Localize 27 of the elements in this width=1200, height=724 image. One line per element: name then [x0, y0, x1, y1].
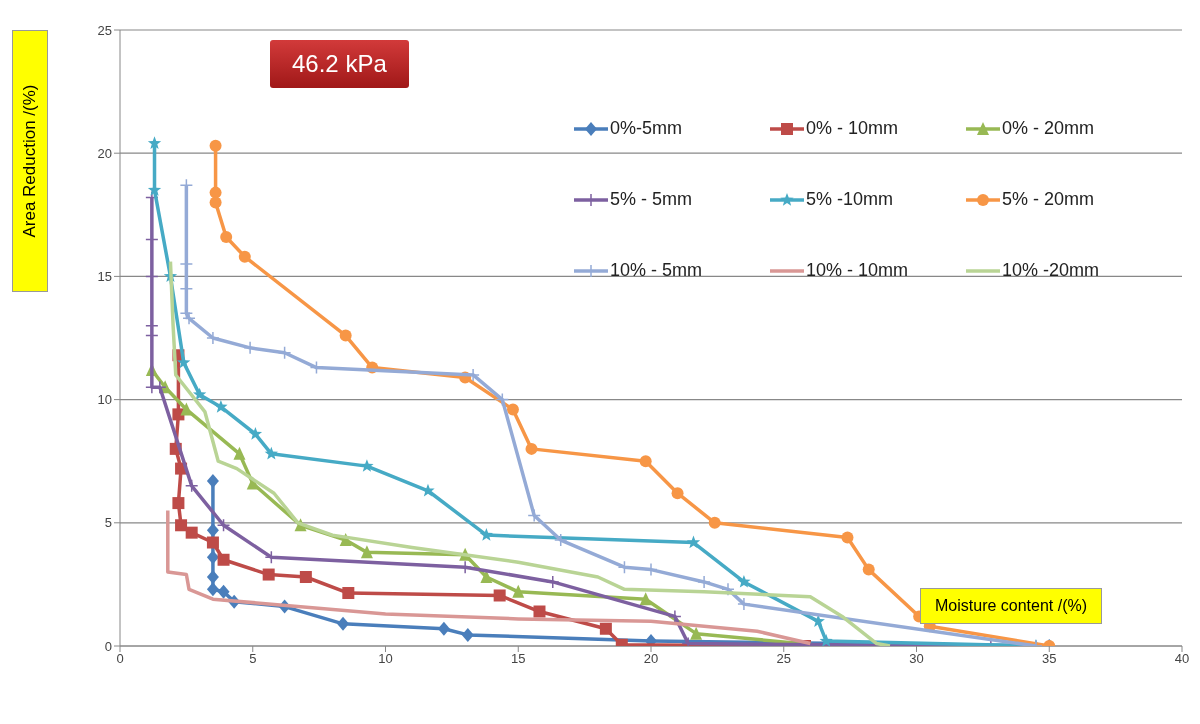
y-tick-label: 0	[104, 638, 112, 654]
y-tick-label: 15	[97, 269, 112, 285]
legend-label: 0% - 20mm	[1002, 118, 1095, 139]
legend-label: 5% - 20mm	[1002, 189, 1095, 210]
x-tick-label: 35	[1042, 651, 1057, 667]
legend-label: 5% -10mm	[806, 189, 894, 210]
x-axis-title: Moisture content /(%)	[920, 588, 1103, 624]
legend-label: 0% - 10mm	[806, 118, 899, 139]
y-tick-label: 20	[97, 145, 112, 161]
x-tick-label: 40	[1174, 651, 1190, 667]
y-axis-title: Area Reduction /(%)	[20, 84, 40, 238]
x-tick-label: 5	[249, 651, 257, 667]
legend-label: 5% - 5mm	[610, 189, 693, 210]
legend-label: 10% - 10mm	[806, 260, 909, 281]
x-tick-label: 15	[511, 651, 526, 667]
x-tick-label: 20	[643, 651, 659, 667]
x-tick-label: 0	[116, 651, 124, 667]
x-tick-label: 30	[909, 651, 924, 667]
text: 46.2 kPa	[270, 40, 409, 88]
x-tick-label: 10	[378, 651, 393, 667]
legend-label: 10% -20mm	[1002, 260, 1100, 281]
legend-label: 10% - 5mm	[610, 260, 703, 281]
x-tick-label: 25	[776, 651, 791, 667]
y-tick-label: 5	[104, 515, 112, 531]
legend-label: 0%-5mm	[610, 118, 683, 139]
y-tick-label: 10	[97, 392, 112, 408]
y-tick-label: 25	[97, 22, 112, 38]
